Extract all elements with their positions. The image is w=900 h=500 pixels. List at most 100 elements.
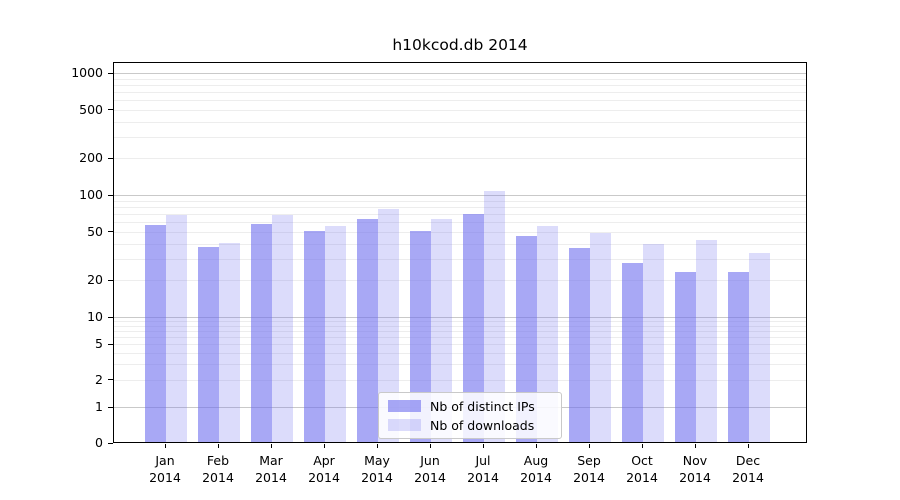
x-tick-month: Dec: [735, 453, 761, 468]
bar-distinct-ips: [145, 224, 166, 442]
gridline-minor: [114, 379, 806, 381]
bar-downloads: [696, 239, 717, 442]
gridline-minor: [114, 258, 806, 260]
bar-downloads: [749, 252, 770, 442]
x-tick-label: Jul 2014: [451, 452, 515, 486]
x-tick-label: Dec 2014: [716, 452, 780, 486]
gridline-minor: [114, 336, 806, 338]
gridline-minor: [114, 213, 806, 215]
x-tick-year: 2014: [520, 470, 552, 485]
gridline-minor: [114, 121, 806, 123]
legend: Nb of distinct IPs Nb of downloads: [378, 392, 562, 439]
y-tick-mark: [108, 442, 113, 444]
gridline-minor: [114, 206, 806, 208]
legend-label-downloads: Nb of downloads: [430, 417, 535, 433]
gridline-minor: [114, 109, 806, 111]
x-tick-label: Jan 2014: [133, 452, 197, 486]
x-tick-label: Jun 2014: [398, 452, 462, 486]
y-tick-mark: [108, 157, 113, 159]
bar-downloads: [272, 215, 293, 442]
x-tick-mark: [748, 444, 749, 448]
y-tick-mark: [108, 72, 113, 74]
x-tick-label: May 2014: [345, 452, 409, 486]
y-tick-mark: [108, 343, 113, 345]
legend-row-downloads: Nb of downloads: [388, 417, 551, 433]
x-tick-mark: [483, 444, 484, 448]
gridline-minor: [114, 91, 806, 93]
x-tick-year: 2014: [573, 470, 605, 485]
bar-distinct-ips: [728, 271, 749, 442]
bar-downloads: [590, 232, 611, 442]
x-tick-year: 2014: [626, 470, 658, 485]
x-tick-year: 2014: [308, 470, 340, 485]
x-tick-year: 2014: [202, 470, 234, 485]
gridline-minor: [114, 280, 806, 282]
x-tick-mark: [324, 444, 325, 448]
bar-distinct-ips: [357, 219, 378, 442]
y-tick-label: 2: [95, 371, 103, 387]
gridline-minor: [114, 200, 806, 202]
bar-downloads: [484, 191, 505, 442]
bar-distinct-ips: [569, 248, 590, 442]
gridline-minor: [114, 364, 806, 366]
gridline-major: [114, 195, 806, 196]
bar-distinct-ips: [198, 246, 219, 442]
gridline-major: [114, 73, 806, 74]
plot-area: [113, 62, 807, 443]
x-tick-month: Aug: [523, 453, 549, 468]
x-tick-mark: [695, 444, 696, 448]
gridline-minor: [114, 321, 806, 323]
legend-swatch-downloads: [388, 419, 421, 431]
x-tick-month: Jan: [155, 453, 175, 468]
legend-label-distinct-ips: Nb of distinct IPs: [430, 398, 535, 414]
legend-row-distinct-ips: Nb of distinct IPs: [388, 398, 551, 414]
bar-distinct-ips: [622, 263, 643, 442]
x-tick-year: 2014: [255, 470, 287, 485]
gridline-minor: [114, 84, 806, 86]
legend-swatch-distinct-ips: [388, 400, 421, 412]
y-tick-label: 1: [95, 399, 103, 414]
x-tick-mark: [377, 444, 378, 448]
x-tick-year: 2014: [361, 470, 393, 485]
x-tick-label: Oct 2014: [610, 452, 674, 486]
x-tick-label: Sep 2014: [557, 452, 621, 486]
bar-downloads: [643, 243, 664, 442]
bar-distinct-ips: [251, 223, 272, 442]
gridline-minor: [114, 158, 806, 160]
x-tick-month: Sep: [577, 453, 601, 468]
x-tick-month: Nov: [682, 453, 708, 468]
y-tick-label: 100: [79, 187, 103, 202]
x-tick-mark: [218, 444, 219, 448]
y-tick-mark: [108, 379, 113, 381]
y-tick-mark: [108, 194, 113, 196]
y-tick-mark: [108, 316, 113, 318]
gridline-minor: [114, 352, 806, 354]
y-tick-mark: [108, 231, 113, 233]
x-tick-year: 2014: [467, 470, 499, 485]
y-tick-label: 5: [95, 336, 103, 352]
y-tick-mark: [108, 406, 113, 408]
y-tick-mark: [108, 109, 113, 111]
x-tick-month: Apr: [313, 453, 335, 468]
y-tick-mark: [108, 279, 113, 281]
x-tick-month: Jul: [475, 453, 491, 468]
chart-title: h10kcod.db 2014: [392, 36, 528, 54]
x-tick-label: Aug 2014: [504, 452, 568, 486]
y-tick-label: 500: [79, 101, 103, 117]
x-tick-label: Apr 2014: [292, 452, 356, 486]
bar-downloads: [219, 242, 240, 442]
bar-downloads: [325, 225, 346, 442]
x-tick-month: Jun: [420, 453, 440, 468]
bar-downloads: [166, 215, 187, 442]
gridline-minor: [114, 243, 806, 245]
x-tick-mark: [589, 444, 590, 448]
x-tick-label: Feb 2014: [186, 452, 250, 486]
gridline-minor: [114, 330, 806, 332]
y-tick-label: 10: [87, 309, 103, 324]
gridline-major: [114, 317, 806, 318]
y-tick-label: 200: [79, 150, 103, 166]
gridline-minor: [114, 344, 806, 346]
x-tick-year: 2014: [149, 470, 181, 485]
bar-distinct-ips: [463, 214, 484, 442]
